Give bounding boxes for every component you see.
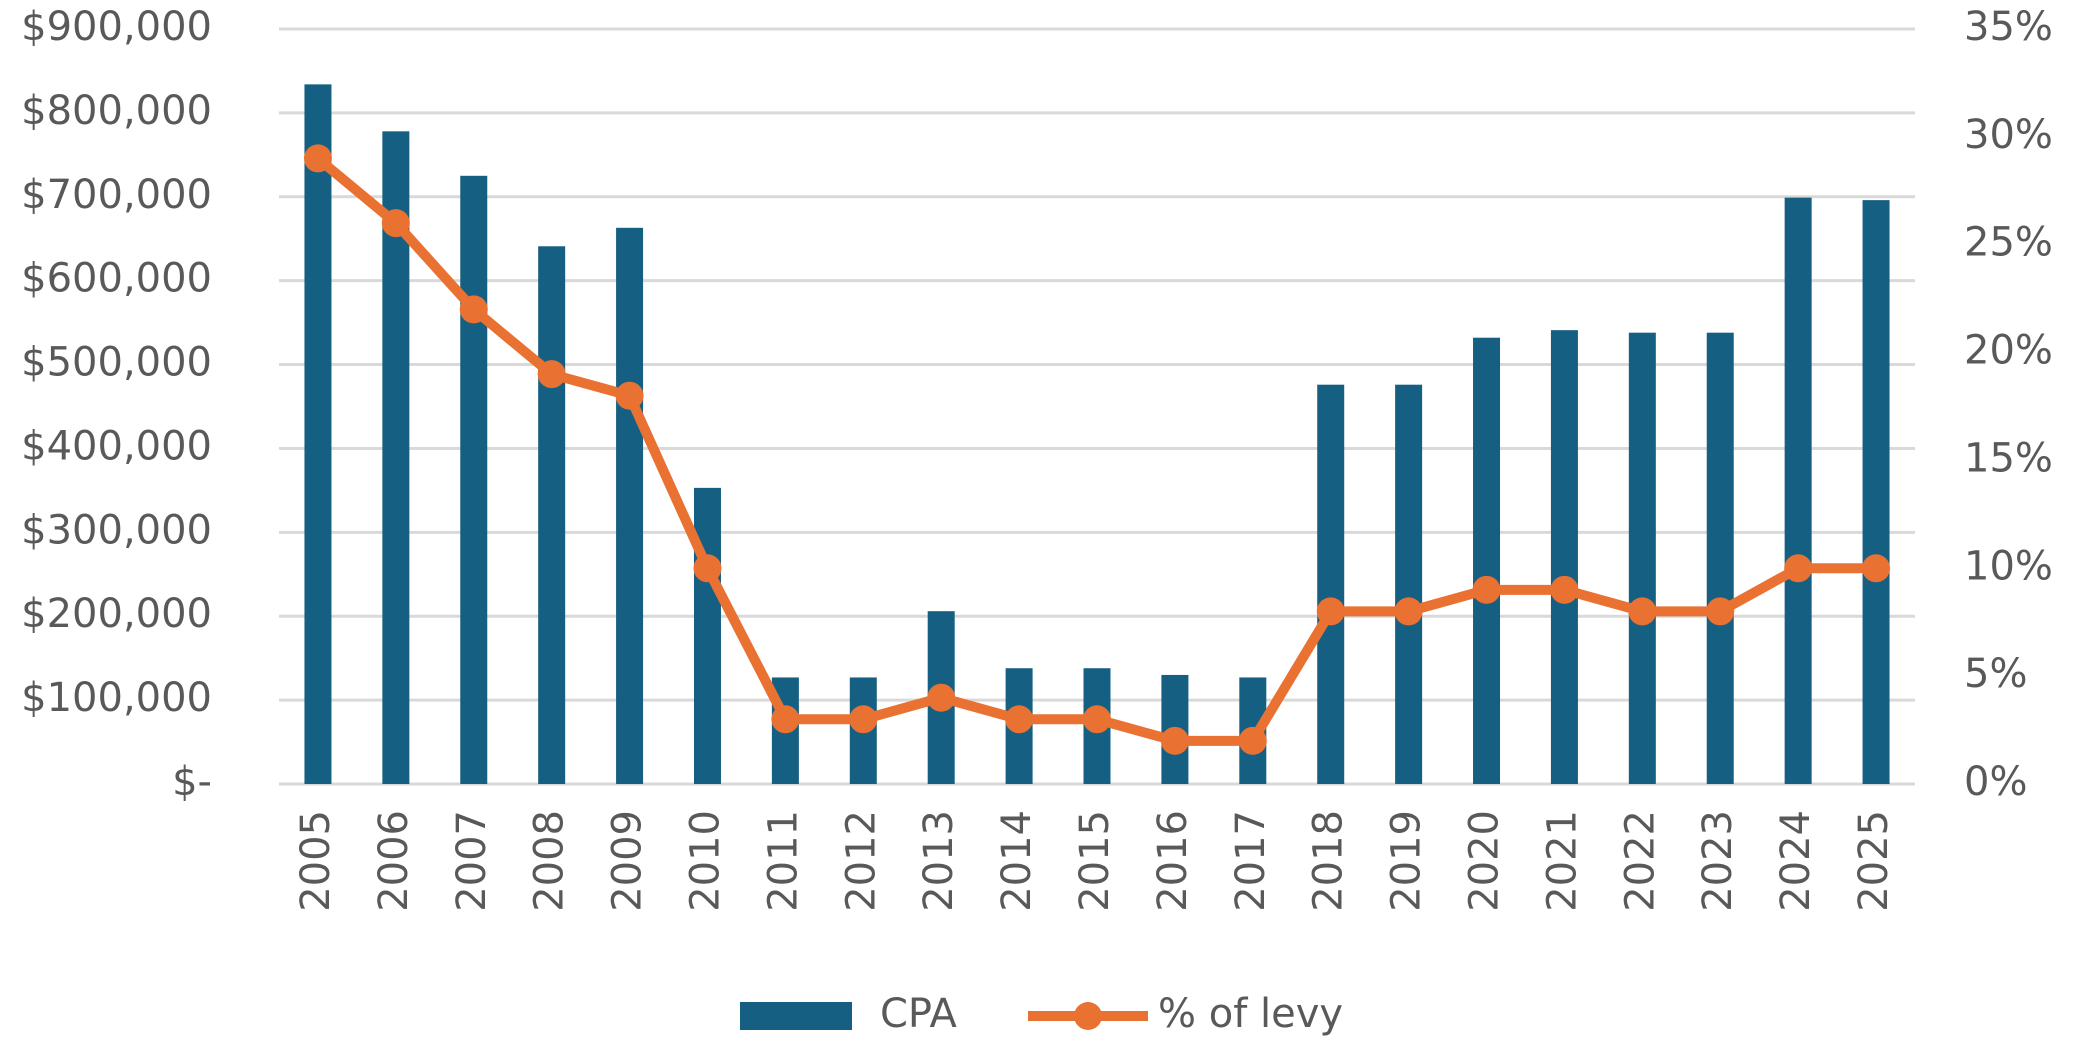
line-marker — [303, 144, 332, 173]
line-marker — [615, 381, 644, 410]
y-tick-label: $600,000 — [21, 256, 212, 302]
bar — [1395, 384, 1423, 784]
x-tick-label: 2005 — [293, 810, 339, 912]
y2-tick-label: 20% — [1964, 328, 2053, 374]
x-tick-label: 2014 — [994, 810, 1040, 912]
x-tick-label: 2013 — [916, 810, 962, 912]
x-tick-label: 2012 — [838, 810, 884, 912]
line-marker — [381, 209, 410, 238]
line-marker — [1862, 554, 1891, 583]
x-tick-label: 2019 — [1384, 810, 1430, 912]
bar — [1473, 337, 1501, 784]
line-marker — [1394, 597, 1423, 626]
line-marker — [1550, 575, 1579, 604]
bar — [1317, 384, 1345, 784]
line-marker — [1784, 554, 1813, 583]
x-tick-label: 2006 — [371, 810, 417, 912]
line-marker — [537, 360, 566, 389]
y2-tick-label: 15% — [1964, 435, 2053, 481]
line-marker — [1005, 705, 1034, 734]
y-tick-label: $100,000 — [21, 675, 212, 721]
legend-label: CPA — [880, 991, 957, 1037]
y2-tick-label: 30% — [1964, 112, 2053, 158]
x-tick-label: 2010 — [682, 810, 728, 912]
y-tick-label: $800,000 — [21, 88, 212, 134]
x-tick-label: 2025 — [1851, 810, 1897, 912]
y-tick-label: $500,000 — [21, 340, 212, 386]
bar — [460, 175, 488, 785]
line-marker — [1472, 575, 1501, 604]
x-tick-label: 2021 — [1539, 810, 1585, 912]
x-tick-label: 2015 — [1072, 810, 1118, 912]
line-marker — [927, 683, 956, 712]
x-tick-label: 2008 — [527, 810, 573, 912]
line-marker — [693, 554, 722, 583]
y2-tick-label: 5% — [1964, 651, 2027, 697]
bar — [693, 487, 721, 784]
y-tick-label: $900,000 — [21, 4, 212, 50]
line-marker — [1083, 705, 1111, 734]
line-marker — [771, 705, 800, 734]
line-marker — [1706, 597, 1735, 626]
line-marker — [1628, 597, 1657, 626]
y2-tick-label: 10% — [1964, 543, 2053, 589]
x-tick-label: 2009 — [605, 810, 651, 912]
line-marker — [849, 705, 878, 734]
x-tick-label: 2007 — [449, 810, 495, 912]
x-tick-label: 2022 — [1617, 810, 1663, 912]
bar — [1550, 330, 1578, 784]
y-tick-label: $- — [172, 759, 212, 805]
bar — [538, 246, 566, 784]
y-tick-label: $400,000 — [21, 423, 212, 469]
bar — [1706, 332, 1734, 784]
x-tick-label: 2017 — [1228, 810, 1274, 912]
y2-tick-label: 35% — [1964, 4, 2053, 50]
x-tick-label: 2011 — [760, 810, 806, 912]
legend-label: % of levy — [1158, 991, 1343, 1037]
y2-tick-label: 25% — [1964, 220, 2053, 266]
x-tick-label: 2023 — [1695, 810, 1741, 912]
line-marker — [1160, 726, 1189, 755]
x-tick-label: 2024 — [1773, 810, 1819, 912]
bar — [1628, 332, 1656, 784]
bar — [1862, 200, 1890, 785]
y-tick-label: $200,000 — [21, 591, 212, 637]
bar — [304, 84, 332, 784]
x-tick-label: 2016 — [1150, 810, 1196, 912]
legend-swatch — [740, 1002, 852, 1030]
y-tick-label: $700,000 — [21, 172, 212, 218]
legend-marker — [1074, 1002, 1102, 1030]
x-tick-label: 2020 — [1462, 810, 1508, 912]
y2-tick-label: 0% — [1964, 759, 2027, 805]
x-tick-label: 2018 — [1306, 810, 1352, 912]
line-marker — [1316, 597, 1345, 626]
bar — [1784, 197, 1812, 784]
bar — [616, 227, 644, 785]
line-marker — [1238, 726, 1267, 755]
line-marker — [459, 295, 488, 324]
y-tick-label: $300,000 — [21, 507, 212, 553]
